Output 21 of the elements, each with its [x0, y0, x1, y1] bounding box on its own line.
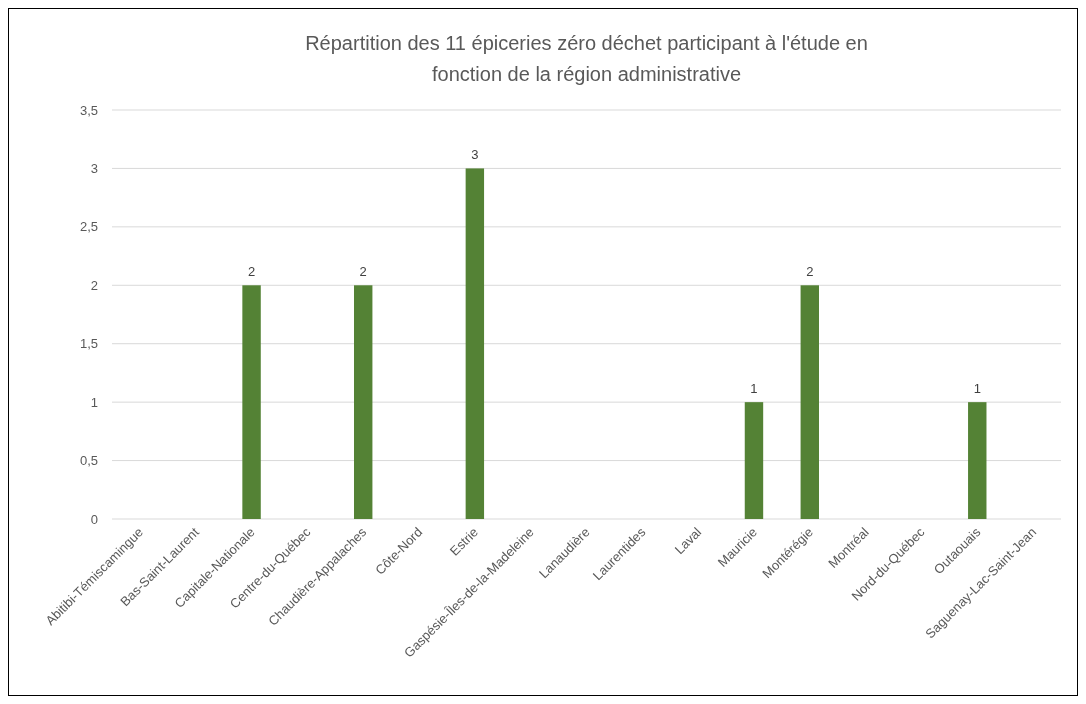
- data-label: 2: [359, 264, 367, 280]
- bar: [465, 168, 485, 519]
- data-label: 3: [471, 147, 479, 163]
- y-tick-label: 3: [90, 160, 98, 176]
- bar: [242, 285, 261, 519]
- y-tick-label: 2,5: [79, 219, 98, 235]
- y-tick-label: 0: [90, 511, 98, 527]
- bar: [800, 285, 819, 519]
- chart-title: Répartition des 11 épiceries zéro déchet participant à l'étude en fonction de la région administrative: [305, 32, 868, 85]
- bar: [744, 402, 764, 519]
- data-label: 1: [750, 381, 758, 397]
- bar: [968, 402, 987, 519]
- y-tick-label: 3,5: [79, 102, 98, 118]
- y-tick-label: 2: [90, 277, 98, 293]
- data-label: 1: [973, 381, 981, 397]
- data-label: 2: [247, 264, 256, 280]
- y-tick-label: 1,5: [79, 336, 98, 352]
- bar: [354, 285, 373, 519]
- data-label: 2: [806, 264, 814, 280]
- y-tick-label: 0,5: [79, 453, 98, 469]
- y-tick-label: 1: [90, 394, 98, 410]
